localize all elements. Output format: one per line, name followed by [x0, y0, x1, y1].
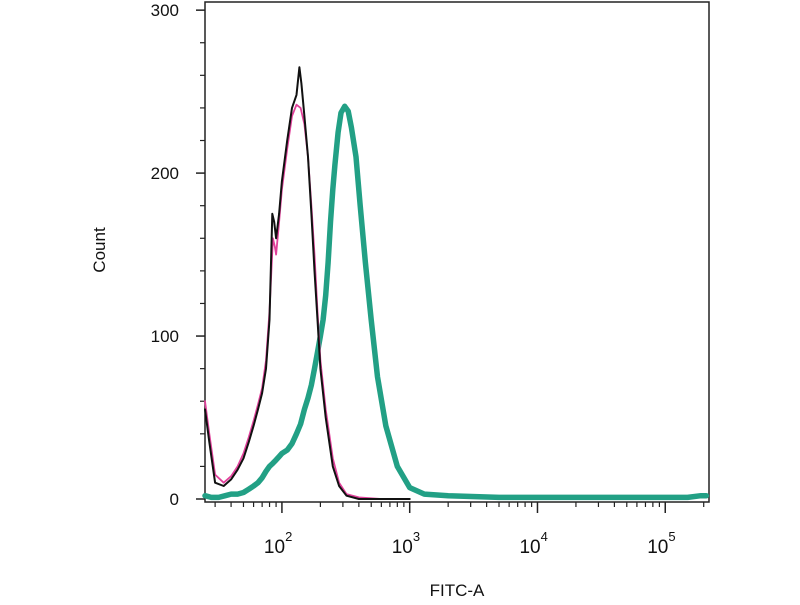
y-tick-label: 300: [151, 1, 179, 20]
series-line: [204, 103, 411, 500]
axis-ticks: 0 100 200 300 102 103 104 105: [151, 1, 705, 558]
y-tick-label: 0: [170, 490, 179, 509]
x-tick-label: 102: [264, 529, 292, 558]
x-tick-label: 104: [519, 529, 547, 558]
x-axis-label: FITC-A: [430, 581, 485, 600]
series-line: [204, 66, 411, 500]
x-tick-label: 103: [392, 529, 420, 558]
y-tick-label: 100: [151, 327, 179, 346]
y-tick-label: 200: [151, 164, 179, 183]
series-layer: [202, 66, 710, 501]
y-axis-label: Count: [90, 227, 109, 273]
x-tick-label: 105: [647, 529, 675, 558]
series-line: [202, 103, 710, 501]
plot-frame: [204, 1, 710, 503]
